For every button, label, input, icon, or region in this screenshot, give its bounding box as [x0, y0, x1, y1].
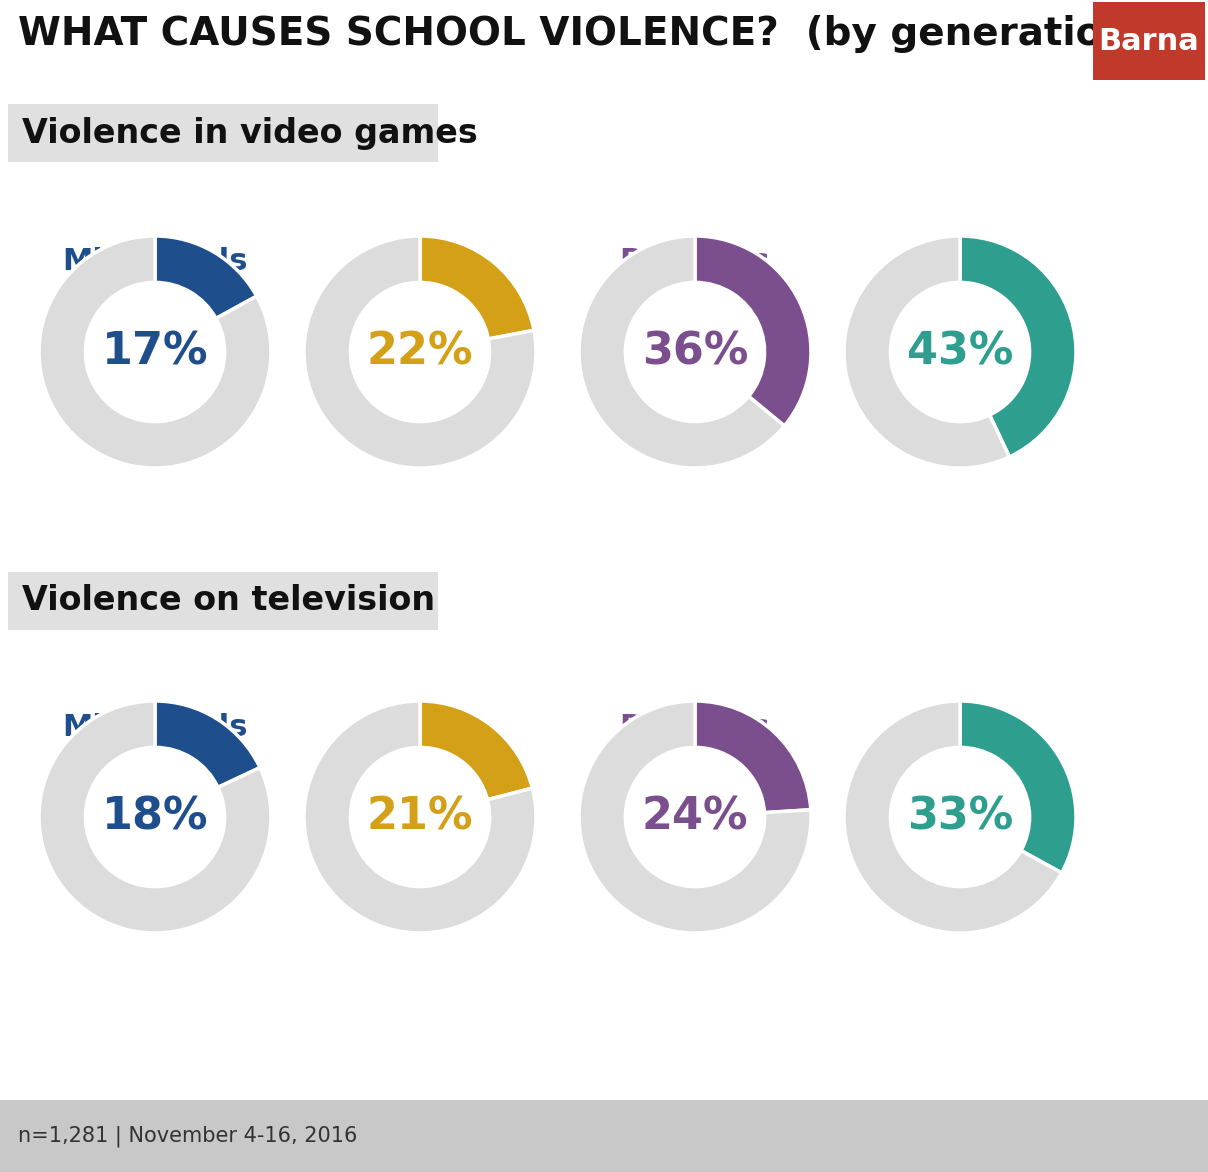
- Text: 43%: 43%: [907, 331, 1014, 374]
- Wedge shape: [155, 236, 256, 319]
- Text: n=1,281 | November 4-16, 2016: n=1,281 | November 4-16, 2016: [18, 1125, 358, 1146]
- Text: WHAT CAUSES SCHOOL VIOLENCE?  (by generation): WHAT CAUSES SCHOOL VIOLENCE? (by generat…: [18, 15, 1148, 53]
- Text: 18%: 18%: [101, 796, 208, 838]
- Wedge shape: [960, 236, 1076, 457]
- Bar: [8, 572, 439, 631]
- Wedge shape: [579, 236, 784, 468]
- Wedge shape: [39, 701, 271, 933]
- Text: Violence on television: Violence on television: [22, 585, 435, 618]
- Text: Barna: Barna: [1098, 27, 1200, 55]
- Text: 21%: 21%: [367, 796, 474, 838]
- Bar: [1093, 2, 1206, 80]
- Text: Millennials: Millennials: [63, 713, 248, 742]
- Text: 24%: 24%: [641, 796, 748, 838]
- Wedge shape: [579, 701, 811, 933]
- Wedge shape: [695, 236, 811, 425]
- Text: Elders: Elders: [906, 713, 1014, 742]
- Wedge shape: [420, 236, 534, 339]
- Wedge shape: [844, 236, 1010, 468]
- Text: Millennials: Millennials: [63, 247, 248, 277]
- Text: Boomers: Boomers: [620, 713, 771, 742]
- Wedge shape: [304, 236, 536, 468]
- Wedge shape: [960, 701, 1076, 873]
- Wedge shape: [39, 236, 271, 468]
- Wedge shape: [844, 701, 1062, 933]
- Bar: [0, 1101, 1208, 1172]
- Text: 33%: 33%: [907, 796, 1014, 838]
- Text: Gen X: Gen X: [370, 713, 471, 742]
- Text: Boomers: Boomers: [620, 247, 771, 277]
- Text: 36%: 36%: [641, 331, 748, 374]
- Wedge shape: [695, 701, 811, 812]
- Wedge shape: [155, 701, 260, 788]
- Wedge shape: [304, 701, 536, 933]
- Bar: [8, 104, 439, 162]
- Text: Gen X: Gen X: [370, 247, 471, 277]
- Text: Elders: Elders: [906, 247, 1014, 277]
- Text: Violence in video games: Violence in video games: [22, 116, 477, 150]
- Text: 17%: 17%: [101, 331, 208, 374]
- Wedge shape: [420, 701, 533, 799]
- Text: 22%: 22%: [367, 331, 474, 374]
